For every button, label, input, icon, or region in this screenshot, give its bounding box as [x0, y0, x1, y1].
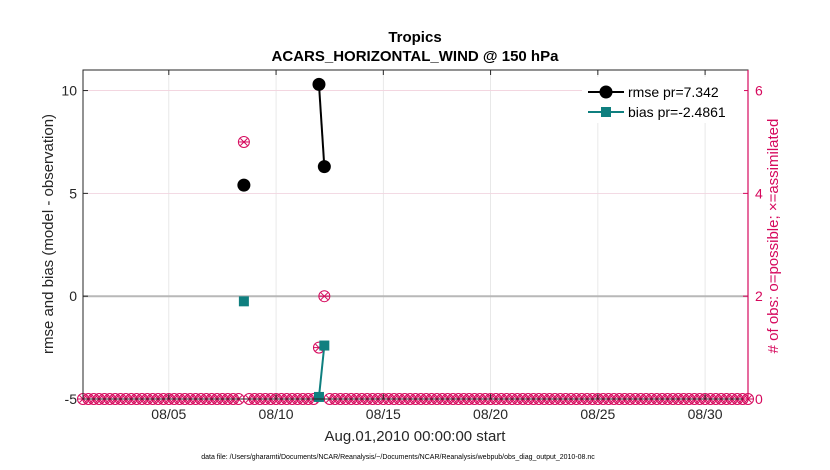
- y-tick-label: 5: [69, 185, 77, 201]
- legend-bias-label: bias pr=-2.4861: [628, 104, 726, 120]
- x-tick-label: 08/20: [473, 406, 508, 422]
- bias-point: [313, 391, 324, 402]
- y2-tick-label: 0: [755, 391, 763, 407]
- obs-count-point: [237, 135, 250, 148]
- y-tick-label: -5: [65, 391, 78, 407]
- x-tick-label: 08/25: [580, 406, 615, 422]
- y-tick-label: 10: [61, 83, 77, 99]
- legend-bias-marker: [601, 107, 611, 117]
- x-tick-label: 08/05: [151, 406, 186, 422]
- bias-line: [317, 345, 326, 398]
- ticks: 08/05 08/10 08/15 08/20 08/25 08/30 -5 0 5 10 0 2 4 6: [61, 70, 763, 422]
- obs-star-d2: [240, 138, 248, 146]
- y-tick-label: 0: [69, 288, 77, 304]
- y2-tick-label: 2: [755, 288, 763, 304]
- y2-tick-label: 4: [755, 185, 763, 201]
- rmse-line: [317, 84, 326, 167]
- obs-star-d2: [320, 292, 329, 301]
- bias-point: [319, 340, 330, 351]
- x-tick-label: 08/15: [366, 406, 401, 422]
- rmse-point: [237, 178, 251, 192]
- obs-possible-circle: [237, 135, 250, 148]
- legend-rmse-marker: [599, 85, 613, 99]
- rmse-point: [312, 77, 326, 91]
- y-axis-label: rmse and bias (model - observation): [40, 114, 57, 354]
- plot-area: [83, 70, 748, 399]
- obs-count-point: [318, 290, 331, 303]
- chart-title: Tropics: [388, 29, 441, 46]
- footnote: data file: /Users/gharamti/Documents/NCA…: [201, 454, 595, 461]
- obs-possible-circle: [318, 290, 331, 303]
- legend-rmse-label: rmse pr=7.342: [628, 84, 719, 100]
- x-tick-label: 08/10: [259, 406, 294, 422]
- y2-tick-label: 6: [755, 83, 763, 99]
- y2-axis-label: # of obs: o=possible; ×=assimilated: [765, 119, 782, 354]
- x-tick-label: 08/30: [688, 406, 723, 422]
- rmse-point: [317, 160, 331, 174]
- chart-subtitle: ACARS_HORIZONTAL_WIND @ 150 hPa: [272, 48, 560, 65]
- x-axis-label: Aug.01,2010 00:00:00 start: [325, 428, 507, 445]
- bias-point: [238, 296, 249, 307]
- legend: rmse pr=7.342 bias pr=-2.4861: [582, 77, 744, 123]
